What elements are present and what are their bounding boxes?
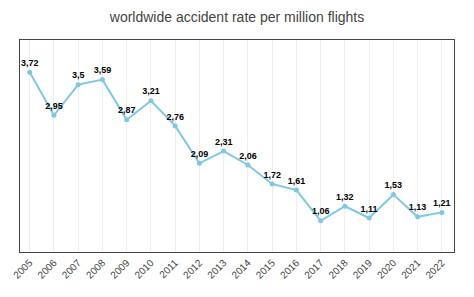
svg-text:2005: 2005	[11, 257, 35, 281]
svg-text:2,06: 2,06	[239, 151, 257, 161]
svg-text:2008: 2008	[84, 257, 108, 281]
svg-text:2016: 2016	[278, 257, 302, 281]
svg-text:2006: 2006	[35, 257, 59, 281]
svg-text:2009: 2009	[108, 257, 132, 281]
svg-text:2007: 2007	[60, 257, 84, 281]
svg-text:3,5: 3,5	[72, 70, 85, 80]
svg-text:2021: 2021	[399, 257, 423, 281]
svg-text:1,11: 1,11	[361, 204, 378, 214]
svg-text:1,21: 1,21	[433, 198, 451, 208]
svg-text:2017: 2017	[302, 257, 326, 281]
svg-text:worldwide accident rate per mi: worldwide accident rate per million flig…	[109, 9, 364, 25]
svg-text:2022: 2022	[423, 257, 447, 281]
svg-text:1,61: 1,61	[288, 176, 306, 186]
svg-text:2,31: 2,31	[215, 137, 233, 147]
svg-text:1,72: 1,72	[263, 170, 281, 180]
svg-text:2015: 2015	[254, 257, 278, 281]
svg-text:3,21: 3,21	[142, 86, 160, 96]
svg-text:2020: 2020	[375, 257, 399, 281]
svg-text:3,59: 3,59	[94, 65, 112, 75]
svg-text:2,95: 2,95	[45, 101, 63, 111]
svg-text:1,32: 1,32	[336, 192, 354, 202]
svg-text:2018: 2018	[326, 257, 350, 281]
svg-text:2,76: 2,76	[166, 112, 184, 122]
svg-text:2011: 2011	[157, 257, 180, 280]
svg-text:2012: 2012	[181, 257, 205, 281]
svg-text:2013: 2013	[205, 257, 229, 281]
svg-text:3,72: 3,72	[21, 58, 39, 68]
svg-text:2019: 2019	[351, 257, 375, 281]
svg-text:1,13: 1,13	[409, 202, 427, 212]
svg-text:1,53: 1,53	[385, 180, 403, 190]
svg-text:2010: 2010	[132, 257, 156, 281]
svg-text:2014: 2014	[229, 257, 253, 281]
svg-text:2,09: 2,09	[191, 149, 209, 159]
svg-text:1,06: 1,06	[312, 206, 330, 216]
svg-text:2,87: 2,87	[118, 105, 136, 115]
